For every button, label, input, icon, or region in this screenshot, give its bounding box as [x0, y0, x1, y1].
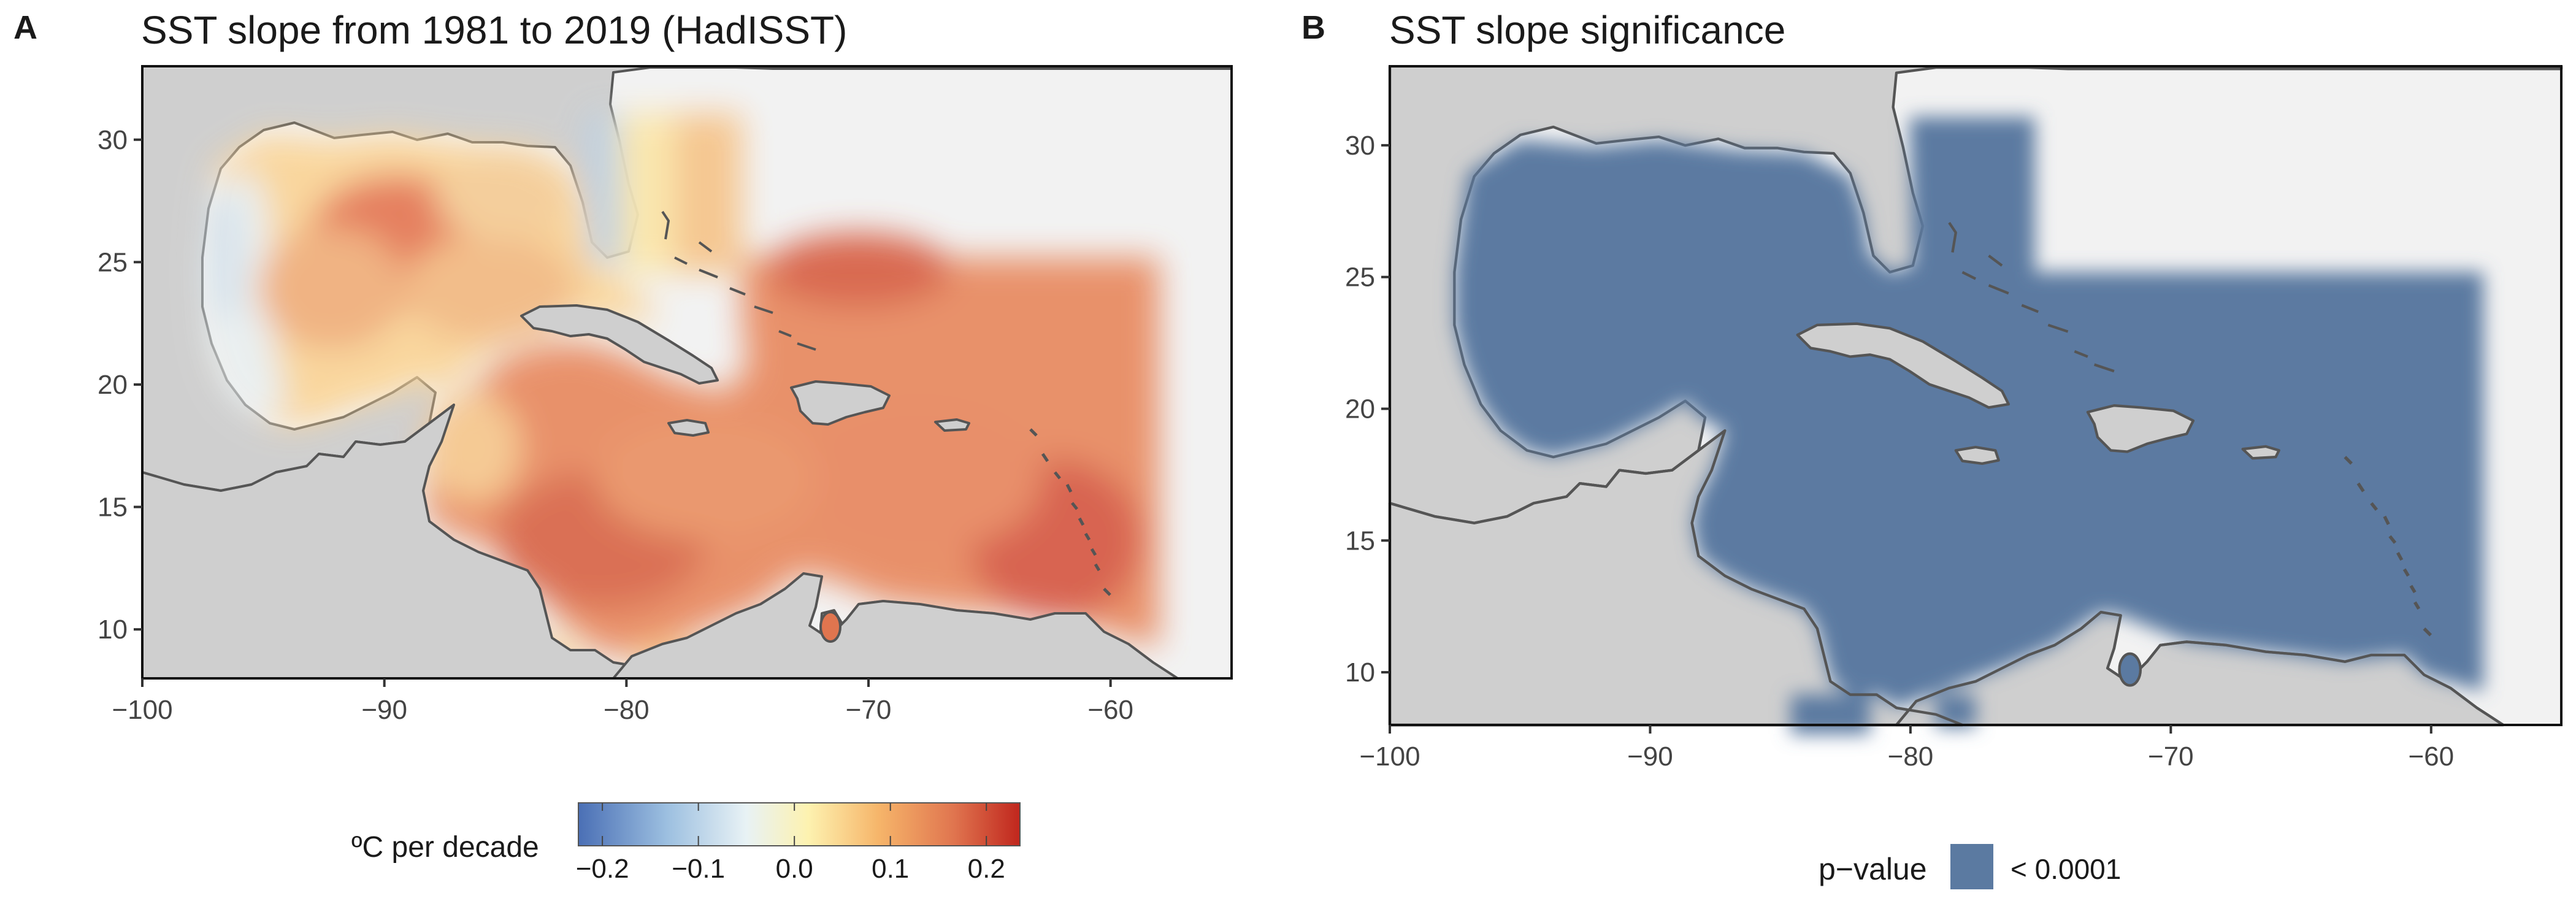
sst-slope-field	[204, 113, 1159, 678]
y-tick-label: 10	[98, 615, 128, 645]
axis-ticks: −100 −90 −80 −70 −60 10 15 20 25 30	[1345, 131, 2454, 772]
x-tick-label: −70	[846, 695, 892, 725]
x-tick-label: −80	[604, 695, 650, 725]
colorbar-tick-label: 0.0	[775, 854, 813, 884]
map-frame	[1389, 65, 2563, 726]
coastline-overlay	[142, 210, 1179, 678]
legend-title: p−value	[1819, 852, 1927, 886]
axis-ticks: −100 −90 −80 −70 −60 10 15 20 25 30	[98, 125, 1133, 725]
colorbar	[578, 802, 1021, 846]
panel-title: SST slope from 1981 to 2019 (HadISST)	[141, 8, 848, 52]
colorbar-tick-label: 0.2	[967, 854, 1005, 884]
colorbar-ticks	[602, 803, 987, 846]
map-a: −100 −90 −80 −70 −60 10 15 20 25 30	[98, 65, 1233, 725]
y-tick-label: 25	[1345, 263, 1375, 293]
panel-letter: B	[1301, 9, 1325, 46]
panel-title: SST slope significance	[1389, 8, 1786, 52]
y-tick-label: 10	[1345, 657, 1375, 688]
panel-letter: A	[13, 9, 37, 46]
colorbar-tick-label: −0.2	[575, 854, 629, 884]
legend-label: < 0.0001	[2011, 853, 2122, 885]
y-tick-label: 30	[1345, 131, 1375, 161]
x-tick-label: −70	[2148, 742, 2194, 772]
coastline-overlay	[1388, 221, 2504, 727]
x-tick-label: −60	[1087, 695, 1133, 725]
map-frame	[141, 65, 1233, 680]
y-tick-label: 30	[98, 125, 128, 155]
map-b: −100 −90 −80 −70 −60 10 15 20 25 30	[1345, 65, 2563, 772]
colorbar-tick-label: −0.1	[672, 854, 726, 884]
x-tick-label: −100	[112, 695, 172, 725]
x-tick-label: −60	[2408, 742, 2454, 772]
y-tick-label: 25	[98, 247, 128, 277]
colorbar-title: ºC per decade	[351, 831, 539, 864]
y-tick-label: 20	[1345, 394, 1375, 424]
colorbar-tick-label: 0.1	[872, 854, 910, 884]
x-tick-label: −100	[1359, 742, 1420, 772]
x-tick-label: −90	[1627, 742, 1673, 772]
y-tick-label: 20	[98, 370, 128, 400]
panel-a: A SST slope from 1981 to 2019 (HadISST)	[0, 0, 1276, 920]
y-tick-label: 15	[98, 493, 128, 523]
y-tick-label: 15	[1345, 526, 1375, 556]
x-tick-label: −90	[361, 695, 407, 725]
x-tick-label: −80	[1888, 742, 1934, 772]
legend-key	[1950, 844, 1993, 889]
panel-b: B SST slope significance	[1276, 0, 2576, 920]
